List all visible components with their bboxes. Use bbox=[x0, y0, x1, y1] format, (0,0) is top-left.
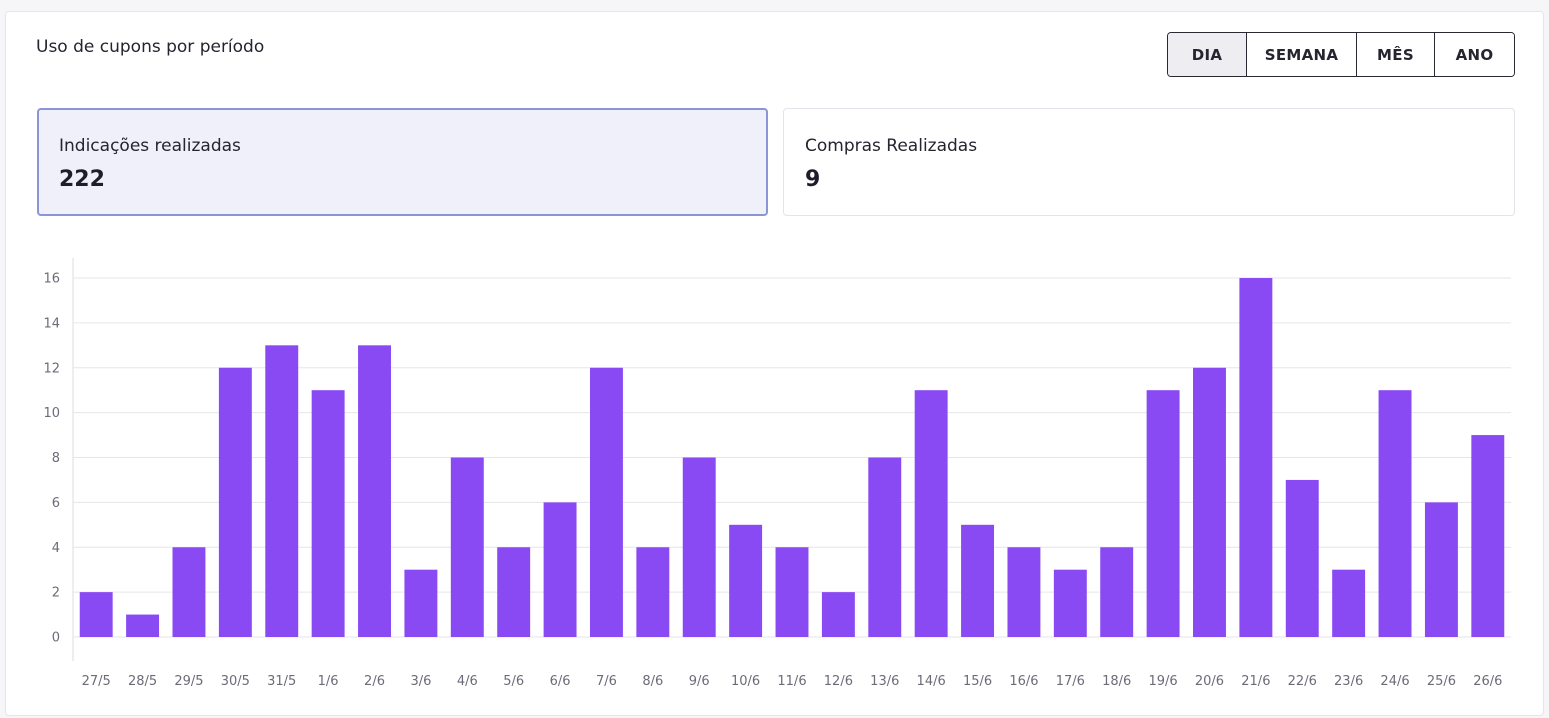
bar-18-6[interactable] bbox=[1100, 547, 1134, 637]
x-tick-label: 8/6 bbox=[642, 674, 663, 689]
stat-label: Compras Realizadas bbox=[805, 136, 978, 156]
x-tick-label: 3/6 bbox=[410, 674, 431, 689]
bar-20-6[interactable] bbox=[1193, 367, 1226, 637]
period-toggle-group: DIA SEMANA MÊS ANO bbox=[1167, 32, 1515, 77]
y-tick-label: 10 bbox=[43, 406, 60, 421]
stat-value: 222 bbox=[59, 167, 105, 192]
x-tick-label: 19/6 bbox=[1148, 674, 1177, 689]
stat-card-purchases[interactable]: Compras Realizadas 9 bbox=[783, 108, 1515, 216]
x-tick-label: 25/6 bbox=[1427, 674, 1456, 689]
x-tick-label: 10/6 bbox=[731, 674, 760, 689]
bar-21-6[interactable] bbox=[1239, 278, 1273, 637]
x-tick-label: 13/6 bbox=[870, 674, 899, 689]
bar-6-6[interactable] bbox=[543, 502, 577, 637]
period-day-button[interactable]: DIA bbox=[1168, 33, 1247, 76]
bar-22-6[interactable] bbox=[1285, 479, 1319, 637]
x-tick-label: 21/6 bbox=[1241, 674, 1270, 689]
bar-27-5[interactable] bbox=[79, 592, 113, 637]
bar-13-6[interactable] bbox=[868, 457, 902, 638]
bar-24-6[interactable] bbox=[1378, 390, 1412, 637]
bar-17-6[interactable] bbox=[1053, 569, 1087, 637]
x-tick-label: 15/6 bbox=[963, 674, 992, 689]
y-tick-label: 8 bbox=[52, 451, 60, 466]
period-year-button[interactable]: ANO bbox=[1435, 33, 1514, 76]
period-month-button[interactable]: MÊS bbox=[1357, 33, 1435, 76]
bar-4-6[interactable] bbox=[450, 457, 484, 638]
bar-16-6[interactable] bbox=[1007, 547, 1041, 637]
bar-14-6[interactable] bbox=[914, 390, 948, 637]
bar-1-6[interactable] bbox=[311, 390, 345, 637]
bar-19-6[interactable] bbox=[1146, 390, 1180, 637]
bar-5-6[interactable] bbox=[497, 547, 531, 637]
bar-8-6[interactable] bbox=[636, 547, 670, 637]
stat-label: Indicações realizadas bbox=[59, 136, 241, 156]
x-tick-label: 14/6 bbox=[917, 674, 946, 689]
x-tick-label: 18/6 bbox=[1102, 674, 1131, 689]
x-tick-label: 6/6 bbox=[550, 674, 571, 689]
x-tick-label: 24/6 bbox=[1380, 674, 1409, 689]
bar-9-6[interactable] bbox=[682, 457, 716, 638]
x-tick-label: 17/6 bbox=[1056, 674, 1085, 689]
bar-26-6[interactable] bbox=[1471, 435, 1505, 637]
x-tick-label: 2/6 bbox=[364, 674, 385, 689]
coupon-usage-card: Uso de cupons por período DIA SEMANA MÊS… bbox=[5, 11, 1544, 716]
x-tick-label: 29/5 bbox=[174, 674, 203, 689]
bar-3-6[interactable] bbox=[404, 569, 438, 637]
bar-28-5[interactable] bbox=[126, 614, 160, 637]
period-week-button[interactable]: SEMANA bbox=[1247, 33, 1357, 76]
stat-value: 9 bbox=[805, 167, 821, 192]
x-tick-label: 28/5 bbox=[128, 674, 157, 689]
bar-2-6[interactable] bbox=[358, 345, 391, 637]
y-tick-label: 4 bbox=[52, 541, 60, 556]
y-tick-label: 2 bbox=[52, 586, 60, 601]
bar-11-6[interactable] bbox=[775, 547, 809, 637]
bar-12-6[interactable] bbox=[821, 592, 855, 637]
bar-7-6[interactable] bbox=[589, 367, 623, 637]
x-tick-label: 9/6 bbox=[689, 674, 710, 689]
y-tick-label: 6 bbox=[52, 496, 60, 511]
y-tick-label: 16 bbox=[43, 272, 60, 287]
x-tick-label: 12/6 bbox=[824, 674, 853, 689]
x-tick-label: 7/6 bbox=[596, 674, 617, 689]
bar-29-5[interactable] bbox=[172, 547, 206, 637]
x-tick-label: 11/6 bbox=[777, 674, 806, 689]
bar-31-5[interactable] bbox=[265, 345, 299, 637]
x-tick-label: 26/6 bbox=[1473, 674, 1502, 689]
y-tick-label: 0 bbox=[52, 631, 60, 646]
bar-23-6[interactable] bbox=[1332, 569, 1366, 637]
x-tick-label: 31/5 bbox=[267, 674, 296, 689]
x-tick-label: 5/6 bbox=[503, 674, 524, 689]
x-tick-label: 16/6 bbox=[1009, 674, 1038, 689]
bar-25-6[interactable] bbox=[1424, 502, 1458, 637]
x-tick-label: 23/6 bbox=[1334, 674, 1363, 689]
y-tick-label: 12 bbox=[43, 361, 60, 376]
x-tick-label: 4/6 bbox=[457, 674, 478, 689]
x-tick-label: 30/5 bbox=[221, 674, 250, 689]
x-tick-label: 22/6 bbox=[1288, 674, 1317, 689]
x-tick-label: 27/5 bbox=[82, 674, 111, 689]
bar-30-5[interactable] bbox=[218, 367, 252, 637]
card-title: Uso de cupons por período bbox=[36, 37, 265, 57]
bar-15-6[interactable] bbox=[961, 524, 995, 637]
stat-card-referrals[interactable]: Indicações realizadas 222 bbox=[37, 108, 768, 216]
y-tick-label: 14 bbox=[43, 316, 60, 331]
x-tick-label: 1/6 bbox=[318, 674, 339, 689]
x-tick-label: 20/6 bbox=[1195, 674, 1224, 689]
bar-10-6[interactable] bbox=[729, 524, 763, 637]
